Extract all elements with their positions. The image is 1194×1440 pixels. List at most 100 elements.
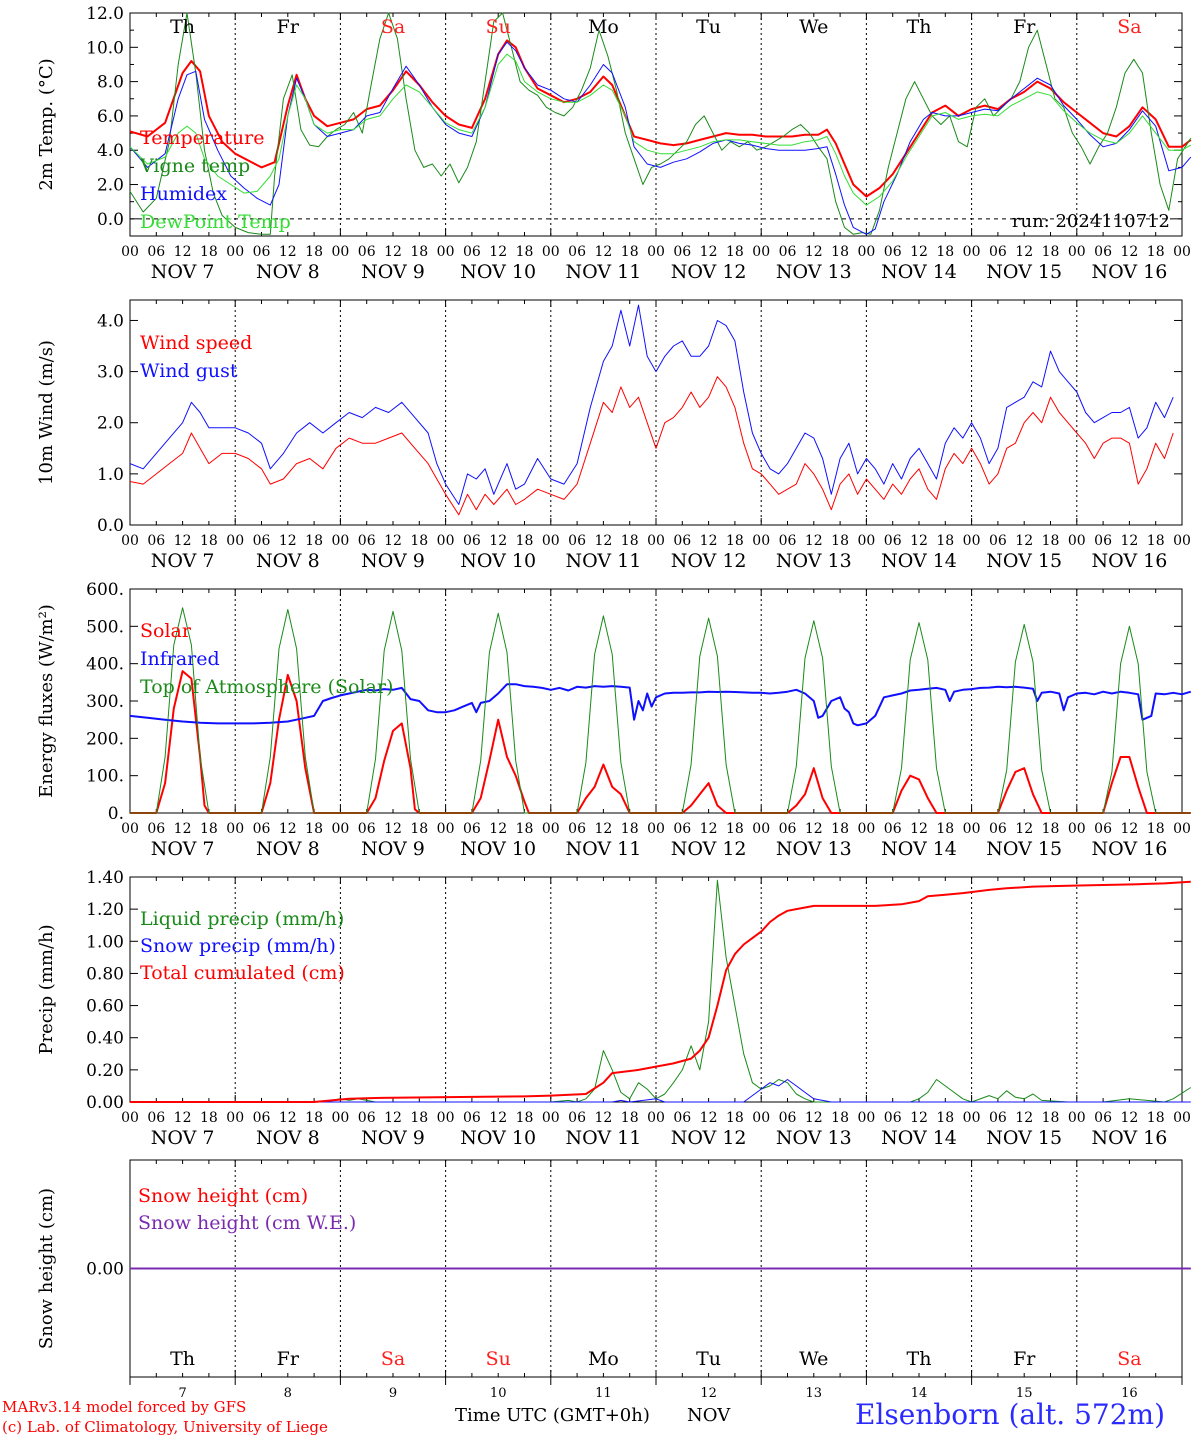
y-tick-label: 0.00 <box>86 1093 124 1113</box>
hour-label: 00 <box>752 533 770 549</box>
day-number: 13 <box>806 1386 823 1401</box>
hour-label: 00 <box>752 1110 770 1126</box>
hour-label: 12 <box>910 1110 928 1126</box>
hour-label: 12 <box>805 821 823 837</box>
weekday-label: Sa <box>381 16 405 38</box>
hour-label: 18 <box>200 821 218 837</box>
day-number: 8 <box>284 1386 292 1401</box>
hour-label: 00 <box>752 244 770 260</box>
weekday-label: Fr <box>277 1348 300 1370</box>
hour-label: 00 <box>542 244 560 260</box>
hour-label: 00 <box>647 821 665 837</box>
legend-entry: Solar <box>140 620 192 642</box>
hour-label: 12 <box>384 1110 402 1126</box>
hour-label: 00 <box>121 821 139 837</box>
hour-label: 06 <box>358 1110 376 1126</box>
legend-entry: Wind speed <box>140 332 252 354</box>
date-label: NOV 7 <box>151 1127 215 1149</box>
hour-label: 00 <box>331 244 349 260</box>
hour-label: 00 <box>437 533 455 549</box>
hour-label: 12 <box>805 244 823 260</box>
hour-label: 00 <box>437 821 455 837</box>
hour-label: 18 <box>305 821 323 837</box>
hour-label: 00 <box>963 533 981 549</box>
hour-label: 00 <box>963 1110 981 1126</box>
date-label: NOV 16 <box>1091 838 1167 860</box>
date-label: NOV 8 <box>256 261 320 283</box>
hour-label: 12 <box>1015 533 1033 549</box>
date-label: NOV 9 <box>361 550 425 572</box>
date-label: NOV 12 <box>671 838 747 860</box>
date-label: NOV 10 <box>460 550 536 572</box>
hour-label: 18 <box>1147 821 1165 837</box>
hour-label: 12 <box>1120 1110 1138 1126</box>
hour-label: 00 <box>331 1110 349 1126</box>
hour-label: 06 <box>147 821 165 837</box>
weekday-label: Su <box>486 16 511 38</box>
hour-label: 00 <box>121 1110 139 1126</box>
weekday-label: Fr <box>1013 1348 1036 1370</box>
legend-entry: Liquid precip (mm/h) <box>140 908 344 930</box>
date-label: NOV 15 <box>986 550 1062 572</box>
hour-label: 18 <box>200 244 218 260</box>
hour-label: 12 <box>594 1110 612 1126</box>
hour-label: 00 <box>963 244 981 260</box>
date-label: NOV 16 <box>1091 550 1167 572</box>
day-number: 7 <box>178 1386 186 1401</box>
series-line-solar <box>130 670 1191 814</box>
y-tick-label: 0.40 <box>86 1029 124 1049</box>
hour-label: 18 <box>305 244 323 260</box>
hour-label: 06 <box>1094 244 1112 260</box>
hour-label: 18 <box>1147 244 1165 260</box>
series-line-top-of-atmosphere-solar- <box>130 607 1191 814</box>
hour-label: 00 <box>226 244 244 260</box>
day-number: 14 <box>911 1386 928 1401</box>
date-label: NOV 9 <box>361 838 425 860</box>
hour-label: 06 <box>884 1110 902 1126</box>
hour-label: 06 <box>253 1110 271 1126</box>
hour-label: 06 <box>358 244 376 260</box>
hour-label: 00 <box>437 1110 455 1126</box>
y-tick-label: 8.0 <box>97 73 124 93</box>
hour-label: 12 <box>279 1110 297 1126</box>
date-label: NOV 8 <box>256 838 320 860</box>
date-label: NOV 13 <box>776 1127 852 1149</box>
hour-label: 06 <box>253 244 271 260</box>
hour-label: 12 <box>279 244 297 260</box>
hour-label: 00 <box>647 533 665 549</box>
hour-label: 00 <box>857 244 875 260</box>
hour-label: 18 <box>410 533 428 549</box>
hour-label: 06 <box>568 1110 586 1126</box>
hour-label: 06 <box>253 533 271 549</box>
hour-label: 00 <box>121 533 139 549</box>
hour-label: 12 <box>174 244 192 260</box>
y-tick-label: 10.0 <box>86 38 124 58</box>
hour-label: 18 <box>621 533 639 549</box>
y-tick-label: 600. <box>86 580 124 600</box>
hour-label: 06 <box>147 244 165 260</box>
hour-label: 12 <box>594 244 612 260</box>
hour-label: 18 <box>831 821 849 837</box>
hour-label: 18 <box>621 821 639 837</box>
hour-label: 18 <box>936 533 954 549</box>
y-tick-label: 200. <box>86 729 124 749</box>
hour-label: 06 <box>989 533 1007 549</box>
series-line-vigne-temp <box>129 12 1192 235</box>
day-number: 12 <box>700 1386 717 1401</box>
series-line-infrared <box>129 683 1192 727</box>
hour-label: 06 <box>358 821 376 837</box>
hour-label: 00 <box>1173 533 1191 549</box>
date-label: NOV 11 <box>565 550 641 572</box>
hour-label: 12 <box>594 533 612 549</box>
y-tick-label: 6.0 <box>97 107 124 127</box>
hour-label: 06 <box>1094 821 1112 837</box>
hour-label: 18 <box>516 821 534 837</box>
y-tick-label: 0.60 <box>86 997 124 1017</box>
date-label: NOV 16 <box>1091 1127 1167 1149</box>
hour-label: 12 <box>1015 1110 1033 1126</box>
hour-label: 06 <box>884 244 902 260</box>
hour-label: 18 <box>410 1110 428 1126</box>
legend-entry: Snow precip (mm/h) <box>140 935 336 957</box>
series-line-snow-precip-mm-h- <box>130 1079 1191 1103</box>
